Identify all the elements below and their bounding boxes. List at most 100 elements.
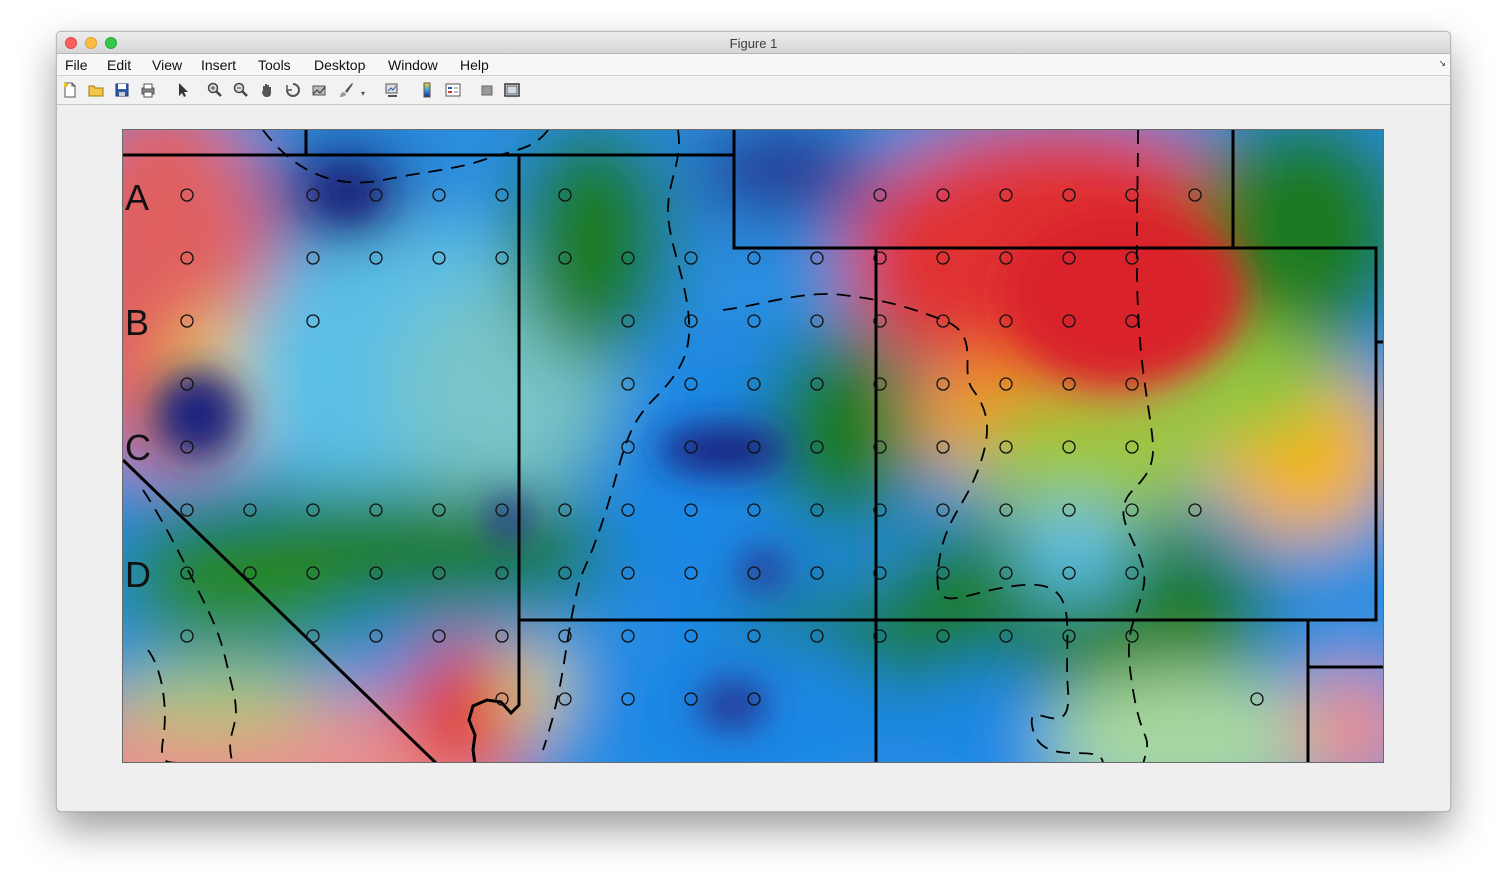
station-circle: [621, 440, 635, 454]
station-circle: [306, 251, 320, 265]
menu-insert[interactable]: Insert: [201, 57, 237, 73]
station-circle: [369, 188, 383, 202]
station-circle: [180, 566, 194, 580]
station-circle: [936, 566, 950, 580]
station-circle: [684, 503, 698, 517]
station-circle: [1188, 188, 1202, 202]
station-circle: [810, 503, 824, 517]
menu-window[interactable]: Window: [388, 57, 438, 73]
menu-edit[interactable]: Edit: [107, 57, 132, 73]
station-circle: [999, 251, 1013, 265]
station-circle: [1062, 503, 1076, 517]
row-label-b: B: [125, 302, 150, 343]
station-circle: [495, 566, 509, 580]
station-circle: [306, 629, 320, 643]
station-circle: [1125, 314, 1139, 328]
station-circle: [810, 629, 824, 643]
station-circle: [558, 188, 572, 202]
pointer-icon[interactable]: [175, 82, 191, 98]
brush-icon[interactable]: [338, 82, 354, 98]
station-circle: [1125, 566, 1139, 580]
station-circle: [684, 566, 698, 580]
rotate-icon[interactable]: [285, 82, 301, 98]
station-circle: [1062, 629, 1076, 643]
station-circle: [747, 629, 761, 643]
station-circle: [432, 188, 446, 202]
station-circle: [558, 503, 572, 517]
show-plot-tools-icon[interactable]: [504, 82, 520, 98]
station-circle: [432, 629, 446, 643]
station-circle: [747, 377, 761, 391]
station-circle: [180, 503, 194, 517]
pan-icon[interactable]: [259, 82, 275, 98]
station-circle: [369, 566, 383, 580]
station-circle: [873, 314, 887, 328]
station-circle: [684, 251, 698, 265]
station-circle: [180, 440, 194, 454]
menu-file[interactable]: File: [65, 57, 88, 73]
station-circle: [621, 314, 635, 328]
title-bar[interactable]: Figure 1: [57, 32, 1450, 54]
station-circle: [684, 377, 698, 391]
station-circle: [369, 251, 383, 265]
station-circle: [1062, 566, 1076, 580]
dock-arrow-icon[interactable]: ↘: [1438, 58, 1446, 68]
menu-view[interactable]: View: [152, 57, 183, 73]
station-circle: [495, 503, 509, 517]
station-circle: [621, 503, 635, 517]
open-file-icon[interactable]: [88, 82, 104, 98]
data-cursor-icon[interactable]: [311, 82, 327, 98]
new-figure-icon[interactable]: [62, 82, 78, 98]
save-icon[interactable]: [114, 82, 130, 98]
station-circle: [936, 188, 950, 202]
station-circle: [873, 188, 887, 202]
station-circle: [1125, 251, 1139, 265]
brush-dropdown-icon[interactable]: ▾: [361, 89, 366, 98]
station-circle: [621, 251, 635, 265]
link-plot-icon[interactable]: [384, 82, 400, 98]
station-circle: [747, 440, 761, 454]
station-circle: [243, 503, 257, 517]
window-title: Figure 1: [729, 36, 778, 51]
station-circle: [936, 503, 950, 517]
minimize-window-button[interactable]: [85, 37, 97, 49]
station-circle: [369, 503, 383, 517]
station-circle: [999, 566, 1013, 580]
station-circle: [747, 566, 761, 580]
menu-help[interactable]: Help: [460, 57, 489, 73]
colorbar-icon[interactable]: [419, 82, 435, 98]
print-icon[interactable]: [140, 82, 156, 98]
station-circle: [1062, 251, 1076, 265]
station-circle: [684, 692, 698, 706]
station-circle: [558, 629, 572, 643]
station-circle: [243, 566, 257, 580]
station-circle: [621, 566, 635, 580]
menu-tools[interactable]: Tools: [258, 57, 291, 73]
station-circle: [999, 440, 1013, 454]
station-circle: [621, 377, 635, 391]
menu-bar: File Edit View Insert Tools Desktop Wind…: [57, 54, 1450, 76]
zoom-out-icon[interactable]: [233, 82, 249, 98]
station-circle: [873, 503, 887, 517]
station-circle: [558, 566, 572, 580]
station-circle: [684, 314, 698, 328]
legend-icon[interactable]: [445, 82, 461, 98]
plot-axes[interactable]: A B C D: [122, 129, 1384, 763]
hide-plot-tools-icon[interactable]: [479, 82, 495, 98]
close-window-button[interactable]: [65, 37, 77, 49]
maximize-window-button[interactable]: [105, 37, 117, 49]
station-circle: [810, 251, 824, 265]
heatmap-hotspots: [153, 170, 1243, 730]
station-circle: [936, 629, 950, 643]
station-circle: [873, 566, 887, 580]
station-circle: [936, 314, 950, 328]
menu-desktop[interactable]: Desktop: [314, 57, 366, 73]
row-label-a: A: [125, 177, 150, 218]
station-circle: [810, 440, 824, 454]
station-circle: [747, 314, 761, 328]
station-circle: [180, 188, 194, 202]
station-circle: [1062, 314, 1076, 328]
zoom-in-icon[interactable]: [207, 82, 223, 98]
station-circle: [432, 251, 446, 265]
station-circle: [873, 629, 887, 643]
